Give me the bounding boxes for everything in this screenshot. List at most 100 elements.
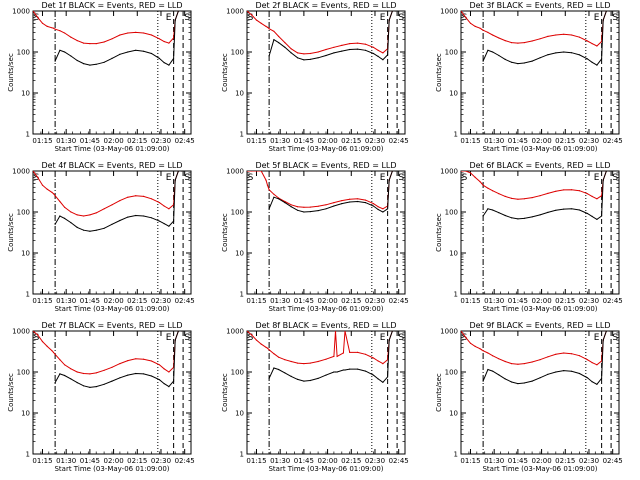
series-lld-line-point <box>135 31 137 33</box>
series-events-line-point <box>135 372 137 375</box>
series-events-line-point <box>163 223 165 225</box>
series-lld-line-point <box>377 360 379 362</box>
y-tick-label: 100 <box>445 209 458 217</box>
y-tick-label: 1 <box>454 291 458 299</box>
series-events-line-point <box>482 60 484 62</box>
series-events-line-point <box>180 331 183 332</box>
series-events-line-point <box>83 63 85 65</box>
series-lld-line-point <box>89 43 91 45</box>
series-events-line-point <box>95 386 97 388</box>
marker-label-s: S <box>398 173 404 183</box>
series-events-line-point <box>89 64 91 66</box>
series-lld-line-point <box>247 171 248 172</box>
series-lld-line-point <box>150 198 153 200</box>
series-lld-line-point <box>479 348 481 350</box>
series-events-line-point <box>601 215 603 217</box>
series-lld-line-point <box>278 35 280 38</box>
series-lld-line-point <box>334 331 337 332</box>
series-events-line-point <box>278 368 280 371</box>
marker-label-s: S <box>184 173 190 183</box>
series-lld-line-point <box>52 27 55 29</box>
series-lld-line-point <box>143 195 145 197</box>
series-lld-line-point <box>266 26 269 28</box>
x-tick-label: 02:45 <box>389 297 409 305</box>
series-lld-line-point <box>76 40 78 42</box>
x-tick-label: 01:15 <box>32 137 52 145</box>
series-events-line-point <box>596 64 598 66</box>
series-events-line-point <box>95 63 97 65</box>
series-lld-line-point <box>95 43 97 45</box>
series-lld-line-point <box>349 351 351 353</box>
marker-label-s: S <box>248 13 254 23</box>
series-lld-line-point <box>523 42 525 44</box>
series-events-line-point <box>578 372 581 375</box>
series-events-line-point <box>290 206 292 208</box>
series-lld-line-point <box>482 29 484 31</box>
panel-det-5: Det 5f BLACK = Events, RED = LLD 1 10 100 10… <box>221 161 409 313</box>
series-events-line-point <box>364 202 367 204</box>
series-events-line-point <box>76 382 78 384</box>
series-events-line-point <box>608 331 611 332</box>
series-lld-line-point <box>539 38 541 40</box>
y-tick-label: 100 <box>445 369 458 377</box>
series-lld-line <box>247 171 396 210</box>
series-lld-line-point <box>37 334 39 336</box>
x-tick-label: 02:45 <box>389 137 409 145</box>
series-events-line-point <box>531 216 533 218</box>
series-lld-line-point <box>273 193 275 195</box>
x-tick-label: 01:30 <box>56 297 76 305</box>
x-tick-label: 02:15 <box>555 297 575 305</box>
series-lld-line-point <box>601 195 603 197</box>
series-lld-line-point <box>111 38 113 40</box>
series-events-line-point <box>539 377 541 379</box>
series-events-line-point <box>64 217 66 219</box>
series-lld-line-point <box>290 360 292 363</box>
series-lld-line-point <box>571 189 573 191</box>
panel-title: Det 2f BLACK = Events, RED = LLD <box>255 1 396 10</box>
panel-title: Det 8f BLACK = Events, RED = LLD <box>255 321 396 330</box>
series-events-line-point <box>290 375 292 377</box>
series-lld-line <box>33 331 182 375</box>
series-lld-line-point <box>492 355 494 357</box>
series-events-line-point <box>391 331 393 332</box>
series-lld-line-point <box>317 360 319 363</box>
series-lld-line-point <box>119 34 121 36</box>
series-lld-line-point <box>341 44 343 47</box>
y-tick-label: 10 <box>235 90 244 98</box>
series-lld-line-point <box>54 28 56 30</box>
series-lld-line-point <box>382 52 384 54</box>
series-events-line-point <box>168 225 170 227</box>
series-lld-line-point <box>517 363 519 365</box>
series-lld-line-point <box>479 27 481 29</box>
series-events-line <box>482 11 610 66</box>
series-events-line-point <box>586 58 589 60</box>
series-events-line <box>54 11 182 66</box>
series-events-line-point <box>601 58 603 60</box>
series-events-line-point <box>297 209 299 211</box>
series-lld-line-point <box>158 364 160 366</box>
series-lld-line-point <box>357 42 359 44</box>
y-tick-label: 10 <box>21 410 30 418</box>
series-events-line-point <box>150 217 153 219</box>
x-axis-label: Start Time (03-May-06 01:09:00) <box>268 305 383 313</box>
y-tick-label: 1000 <box>226 168 244 176</box>
series-events-line-point <box>602 179 604 181</box>
series-events-line-point <box>492 209 494 211</box>
series-lld-line-point <box>591 43 593 45</box>
x-tick-label: 02:15 <box>127 297 147 305</box>
x-tick-label: 01:15 <box>246 457 266 465</box>
x-tick-label: 02:00 <box>531 297 551 305</box>
series-events-line-point <box>492 370 494 372</box>
series-lld-line-point <box>555 353 557 355</box>
panel-det-6: Det 6f BLACK = Events, RED = LLD 1 10 100 10… <box>435 161 623 313</box>
series-lld-line-point <box>325 48 327 51</box>
series-lld-line-point <box>265 346 267 348</box>
series-lld-line-point <box>487 31 489 33</box>
series-events-line-point <box>54 382 56 384</box>
y-axis-label: Counts/sec <box>221 373 229 412</box>
panel-det-3: Det 3f BLACK = Events, RED = LLD 1 10 100 10… <box>435 1 623 153</box>
series-events-line-point <box>498 54 500 57</box>
x-tick-label: 02:45 <box>603 137 623 145</box>
series-lld-line-point <box>265 25 267 27</box>
series-events-line-point <box>273 39 275 41</box>
